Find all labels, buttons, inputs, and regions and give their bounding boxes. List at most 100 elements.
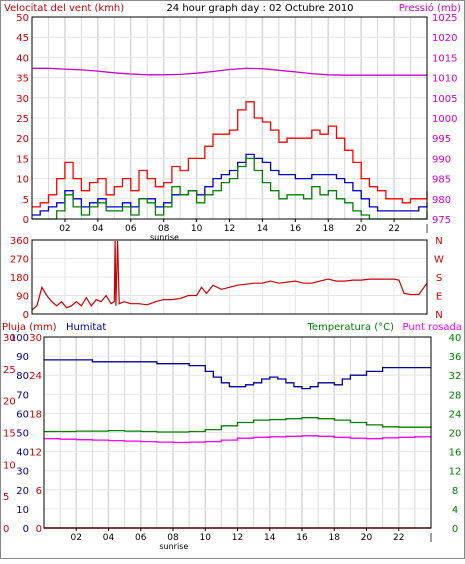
wind-speed-tick-label: 25: [16, 114, 29, 125]
secondary-left-tick-label: 12: [29, 448, 42, 459]
wind-speed-tick-label: 35: [16, 74, 29, 85]
temperature-tick-label: 36: [449, 352, 462, 363]
wind-pressure-series: [32, 67, 428, 220]
wind-speed-tick-label: 20: [16, 134, 29, 145]
secondary-left-tick-label: 24: [29, 371, 42, 382]
temperature-tick-label: 20: [449, 429, 462, 440]
climate-x-tick-label: 16: [296, 533, 308, 543]
chart-title: 24 hour graph day : 02 Octubre 2010: [166, 3, 353, 14]
pressure-tick-label: 975: [432, 215, 451, 226]
climate-x-tick-label: 08: [167, 533, 179, 543]
humidity-tick-label: 10: [16, 505, 29, 516]
wind-x-tick-label: 16: [290, 224, 302, 234]
wind-speed-tick-label: 0: [23, 215, 29, 226]
wind-direction-line: [31, 240, 428, 311]
compass-label: N: [435, 236, 442, 247]
climate-x-tick-label: 18: [329, 533, 341, 543]
climate-axis-labels: 0102030405060708090100051015202530061218…: [3, 333, 461, 551]
pressure-tick-label: 1020: [432, 33, 457, 44]
wind-x-tick-label: 10: [191, 224, 203, 234]
wind-speed-tick-label: 5: [23, 195, 29, 206]
temperature-tick-label: 12: [449, 467, 462, 478]
pressure-tick-label: 1000: [432, 114, 457, 125]
wind-speed-tick-label: 15: [16, 154, 29, 165]
direction-tick-label: 360: [10, 236, 29, 247]
direction-axis-labels: 360 N 270 W 180 S 90 E 0 N: [10, 236, 444, 321]
humidity-tick-label: 50: [16, 429, 29, 440]
wind-sunrise-label: sunrise: [150, 233, 179, 242]
humidity-tick-label: 100: [10, 333, 29, 344]
direction-plot-frame: [31, 239, 428, 315]
secondary-left-tick-label: 30: [29, 333, 42, 344]
secondary-left-tick-label: 0: [36, 524, 42, 535]
temperature-line: [44, 417, 432, 433]
wind-speed-tick-label: 30: [16, 94, 29, 105]
wind-x-tick-label: 12: [224, 224, 235, 234]
climate-x-tick-label: 12: [232, 533, 243, 543]
dew-point-axis-title: Punt rosada: [403, 322, 462, 333]
humidity-tick-label: 70: [16, 390, 29, 401]
wind-speed-tick-label: 40: [16, 53, 29, 64]
x-end-tick-label: |: [425, 224, 428, 234]
wind-axis-labels: 0510152025303540455097598098599099510001…: [16, 13, 457, 242]
rain-axis-title: Pluja (mm): [2, 322, 57, 333]
temperature-tick-label: 28: [449, 390, 462, 401]
rain-tick-label: 0: [3, 524, 9, 535]
humidity-tick-label: 90: [16, 352, 29, 363]
climate-x-tick-label: 10: [200, 533, 212, 543]
direction-tick-label: 180: [10, 273, 29, 284]
humidity-tick-label: 80: [16, 371, 29, 382]
temperature-axis-title: Temperatura (°C): [306, 322, 394, 333]
climate-x-tick-label: 20: [361, 533, 373, 543]
pressure-tick-label: 1025: [432, 13, 457, 24]
humidity-tick-label: 30: [16, 467, 29, 478]
climate-plot-frame: [43, 336, 432, 529]
pressure-tick-label: 1015: [432, 53, 457, 64]
climate-x-tick-label: 04: [103, 533, 115, 543]
direction-series: [31, 240, 428, 311]
wind-gust-line: [32, 101, 428, 208]
pressure-tick-label: 1005: [432, 94, 457, 105]
humidity-tick-label: 40: [16, 448, 29, 459]
pressure-tick-label: 1010: [432, 74, 457, 85]
wind-x-tick-label: 06: [125, 224, 137, 234]
climate-x-tick-label: 22: [393, 533, 404, 543]
pressure-line: [32, 67, 427, 76]
wind-x-tick-label: 08: [158, 224, 170, 234]
rain-tick-label: 30: [3, 333, 16, 344]
wind-speed-line: [32, 157, 428, 220]
rain-tick-label: 25: [3, 365, 16, 376]
rain-tick-label: 20: [3, 397, 16, 408]
humidity-tick-label: 20: [16, 486, 29, 497]
wind-speed-tick-label: 50: [16, 13, 29, 24]
compass-label: N: [435, 310, 442, 321]
climate-x-tick-label: 02: [71, 533, 82, 543]
wind-x-tick-label: 20: [355, 224, 367, 234]
pressure-tick-label: 990: [432, 154, 451, 165]
wind-x-tick-label: 04: [92, 224, 104, 234]
wind-x-tick-label: 22: [388, 224, 399, 234]
temperature-tick-label: 40: [449, 333, 462, 344]
wind-speed-axis-title: Velocitat del vent (kmh): [4, 3, 124, 14]
compass-label: S: [436, 273, 442, 284]
direction-tick-label: 0: [23, 310, 29, 321]
wind-speed-tick-label: 45: [16, 33, 29, 44]
dew-point-line: [44, 435, 432, 444]
pressure-tick-label: 995: [432, 134, 451, 145]
humidity-tick-label: 0: [23, 524, 29, 535]
compass-label: W: [434, 255, 444, 266]
wind-plot-frame: [31, 16, 428, 220]
rain-tick-label: 10: [3, 460, 16, 471]
climate-x-end-tick-label: |: [429, 533, 432, 543]
temperature-tick-label: 0: [452, 524, 458, 535]
temperature-tick-label: 8: [452, 486, 458, 497]
temperature-tick-label: 16: [449, 448, 462, 459]
humidity-axis-title: Humitat: [66, 322, 106, 333]
wind-x-tick-label: 14: [257, 224, 269, 234]
wind-x-tick-label: 02: [59, 224, 70, 234]
pressure-tick-label: 980: [432, 195, 451, 206]
wind-speed-tick-label: 10: [16, 175, 29, 186]
humidity-line: [44, 359, 431, 390]
wind-avg-line: [32, 153, 428, 216]
